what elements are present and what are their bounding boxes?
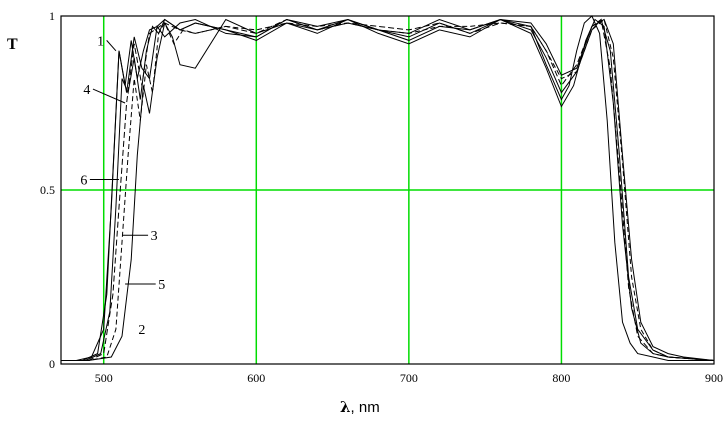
x-tick-label-800: 800 bbox=[552, 371, 570, 385]
curve-label-1: 1 bbox=[97, 34, 104, 49]
y-tick-label-1: 1 bbox=[49, 9, 55, 23]
series-line-6 bbox=[61, 18, 715, 361]
x-axis-unit: , nm bbox=[350, 399, 380, 416]
curve-label-6: 6 bbox=[80, 174, 87, 189]
curve-label-3: 3 bbox=[151, 229, 158, 244]
x-axis-label: λ, nm bbox=[340, 398, 380, 417]
curve-label-5: 5 bbox=[158, 278, 165, 293]
series-line-3 bbox=[61, 18, 715, 361]
plot-frame bbox=[60, 15, 715, 365]
curve-pointer-4 bbox=[92, 88, 126, 104]
curve-label-2: 2 bbox=[138, 323, 145, 338]
x-tick-label-500: 500 bbox=[95, 371, 113, 385]
series-line-4 bbox=[61, 18, 715, 361]
x-tick-label-900: 900 bbox=[705, 371, 723, 385]
x-tick-label-600: 600 bbox=[247, 371, 265, 385]
series-line-1 bbox=[61, 15, 714, 361]
curve-label-4: 4 bbox=[83, 83, 90, 98]
y-tick-label-0: 0 bbox=[49, 357, 55, 371]
x-tick-label-700: 700 bbox=[400, 371, 418, 385]
y-axis-label: T bbox=[7, 36, 18, 53]
lambda-symbol: λ bbox=[340, 398, 351, 416]
y-tick-label-0.5: 0.5 bbox=[40, 183, 55, 197]
curve-pointer-1 bbox=[106, 40, 117, 52]
